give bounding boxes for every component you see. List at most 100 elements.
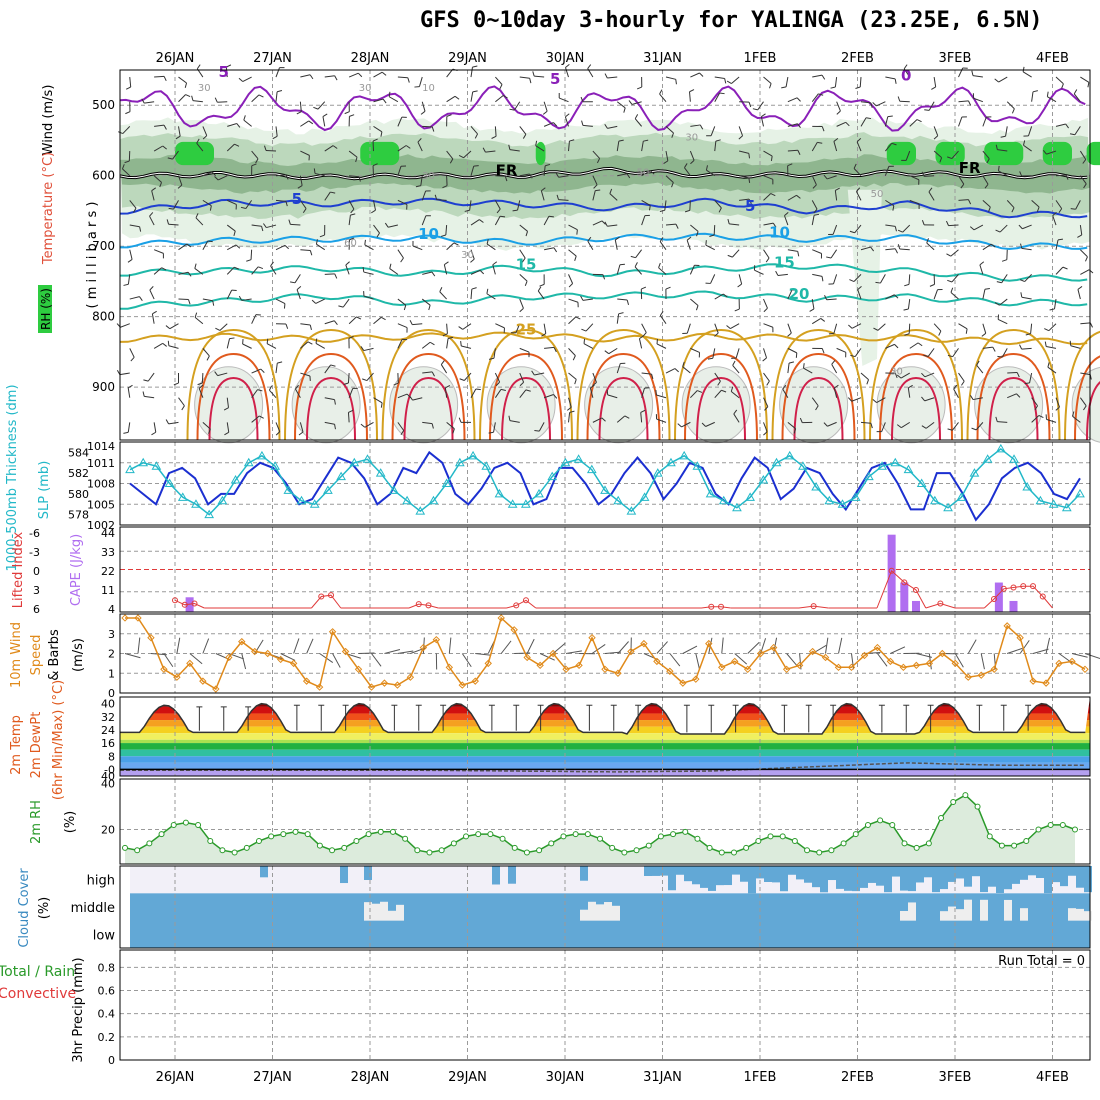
wind-barb-flag xyxy=(444,261,449,266)
wind-barb xyxy=(754,269,764,275)
wind-barb-flag xyxy=(434,194,438,200)
wind-barb xyxy=(397,199,408,206)
wind-barb-flag xyxy=(525,389,531,392)
wind-barb xyxy=(763,249,770,259)
wind-barb-flag xyxy=(1087,82,1090,88)
wind-barb xyxy=(315,343,325,349)
wind-barb-flag xyxy=(565,63,570,68)
wind-barb-flag xyxy=(592,382,597,387)
wind-barb-flag xyxy=(968,199,972,205)
wind-barb xyxy=(925,421,935,429)
wind-barb-flag xyxy=(835,187,840,191)
rh-point xyxy=(255,838,262,845)
wind-barb xyxy=(908,274,911,285)
bottom-date-label: 28JAN xyxy=(351,1070,390,1085)
wind-barb-flag xyxy=(409,319,413,325)
wind-barb-flag xyxy=(630,255,636,259)
wind-barb xyxy=(881,422,886,432)
wind-barb-flag xyxy=(355,157,358,163)
wind-barb xyxy=(832,224,838,235)
wind-barb xyxy=(418,76,423,87)
wind-barb xyxy=(494,372,501,383)
wind-barb-flag xyxy=(921,425,927,429)
wind-barb-flag xyxy=(454,95,460,100)
slp-marker xyxy=(217,495,228,505)
contour-label: 5 xyxy=(550,70,560,88)
slp-marker xyxy=(494,488,505,498)
wind-barb-flag xyxy=(1022,66,1025,72)
cloud-middle-gap xyxy=(964,899,972,921)
wind-barb xyxy=(412,397,423,401)
wind-barb xyxy=(202,171,213,177)
cloud-high-block xyxy=(980,866,988,893)
cloud-high-block xyxy=(740,866,748,882)
wind-barb xyxy=(266,343,277,349)
rh-point xyxy=(146,840,153,847)
wind-barb-flag xyxy=(495,381,500,387)
wind-barb-flag xyxy=(215,327,221,331)
wind-barb-flag xyxy=(870,246,875,252)
wind-barb xyxy=(227,199,237,205)
wind-barb-flag xyxy=(939,157,943,163)
wind-speed-point xyxy=(212,685,220,693)
wind-barb xyxy=(543,216,550,226)
wind-barb xyxy=(153,422,157,433)
cloud-blocks xyxy=(260,866,1092,921)
slp-top-label: 1014 xyxy=(87,440,115,453)
wind-barb-flag xyxy=(781,86,787,89)
wind-speed-point xyxy=(653,657,661,666)
bottom-date-axis: 26JAN 27JAN 28JAN 29JAN 30JAN 31JAN 1FEB 2FEB 3F… xyxy=(156,1070,1069,1085)
wind-barb-flag xyxy=(362,378,368,382)
wind-barb xyxy=(811,397,819,407)
slp-marker xyxy=(257,450,267,460)
cloud-middle-gap xyxy=(380,901,388,921)
wind-barb-flag xyxy=(185,94,191,98)
slp-tick-label: 1011 xyxy=(87,457,115,470)
wind-barb-flag xyxy=(315,338,318,344)
slp-marker xyxy=(520,499,531,508)
rh-low-blob xyxy=(1071,366,1100,443)
temp-tick-label: 32 xyxy=(101,711,115,724)
wind-barb xyxy=(958,116,963,127)
contour-label: 10 xyxy=(769,224,790,242)
wind-barb-flag xyxy=(705,240,707,246)
rh-high-patches xyxy=(175,141,1100,166)
wind-barb xyxy=(129,296,140,300)
wind-barb xyxy=(641,372,652,375)
top-date-label: 1FEB xyxy=(744,51,777,66)
wind-barb xyxy=(951,150,959,159)
contour-label: 10 xyxy=(422,83,435,94)
wind-barb xyxy=(513,101,521,111)
wind-barb xyxy=(972,75,983,78)
slp-marker xyxy=(666,457,676,467)
wind-barb xyxy=(153,249,164,254)
wind-barb-flag xyxy=(296,111,302,115)
wind-barb-flag xyxy=(1049,308,1055,311)
temp-y-label-line1: 2m Temp xyxy=(9,715,24,775)
wind-barb xyxy=(275,91,278,102)
wind-barb xyxy=(958,323,968,330)
wind-barb-flag xyxy=(127,384,133,389)
wind-barb-flag xyxy=(149,286,154,291)
wind-speed-point xyxy=(562,665,570,674)
wind-barb xyxy=(445,225,448,236)
wind-barb xyxy=(421,190,427,201)
wind-barb-flag xyxy=(330,364,336,367)
wind-speed-point xyxy=(614,669,622,677)
wind-barb-flag xyxy=(1020,292,1023,298)
wind-barb xyxy=(787,97,798,103)
wind-barb-flag xyxy=(405,145,411,149)
wind-barb xyxy=(1052,215,1057,226)
lifted-index-point xyxy=(523,597,529,604)
wind-barb-flag xyxy=(994,302,1000,306)
wind-barb-flag xyxy=(508,415,511,421)
wind-barb-flag xyxy=(142,391,145,397)
wind-barb xyxy=(689,200,691,211)
wind-speed-point xyxy=(549,649,557,658)
rh-point xyxy=(1059,821,1066,828)
wind-barb xyxy=(470,249,475,260)
wind-barb-flag xyxy=(491,135,497,139)
wind-barb-flag xyxy=(836,110,841,115)
slp-marker xyxy=(336,471,346,481)
